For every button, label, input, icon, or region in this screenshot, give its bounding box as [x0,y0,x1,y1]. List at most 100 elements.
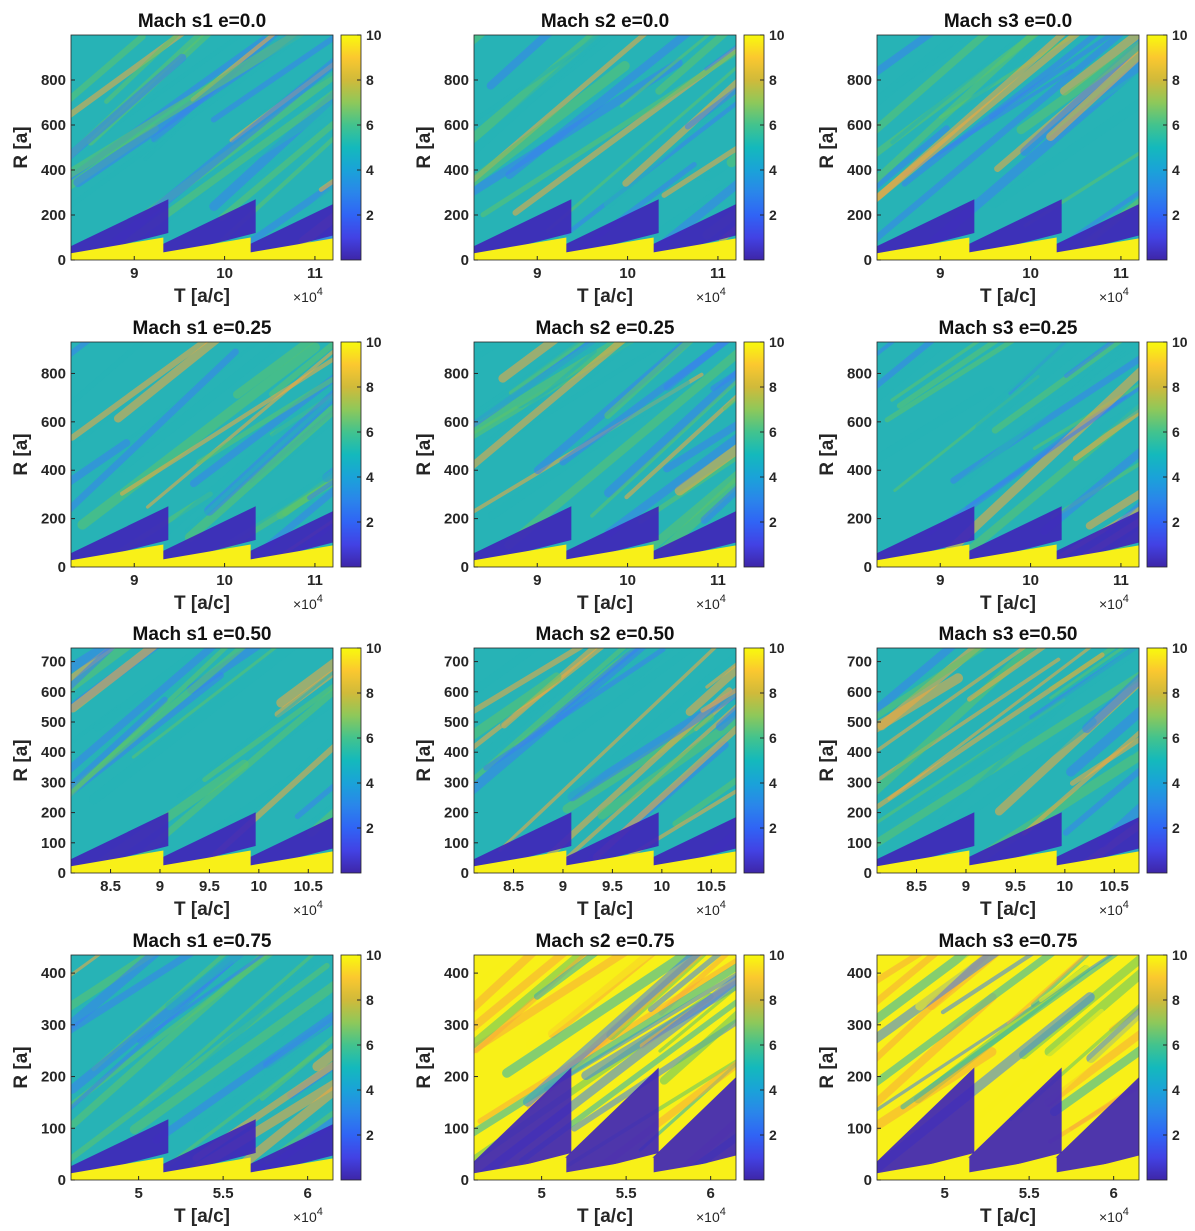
yellow-wedge [205,238,333,260]
streak [884,342,1016,423]
y-tick-label: 600 [444,414,469,431]
axes-frame [876,647,1140,874]
y-tick-label: 400 [444,162,469,179]
dark-band [235,1124,333,1178]
streak [71,53,187,160]
y-tick-label: 0 [864,865,872,882]
y-tick-label: 300 [847,774,872,791]
y-tick-label: 0 [461,559,469,576]
colorbar [340,34,362,261]
streak [877,35,1067,203]
yellow-wedge [877,850,970,873]
colorbar-tick-label: 4 [1172,162,1180,178]
streak [647,955,722,1013]
dark-band [1041,204,1139,258]
y-tick-label: 600 [444,684,469,701]
x-tick-label: 10 [251,878,268,895]
streak [227,1085,333,1178]
y-tick-label: 200 [444,207,469,224]
streak [71,648,247,795]
yellow-wedge [608,851,736,873]
streak [117,343,277,473]
streak [93,648,210,732]
x-tick-label: 6 [303,1185,311,1202]
y-tick-label: 400 [41,162,66,179]
streak [522,955,702,1107]
x-tick-label: 6 [706,1185,714,1202]
streak [622,78,736,187]
streak [674,444,736,496]
x-tick-label: 5.5 [213,1185,234,1202]
streak [900,955,1119,1110]
x-tick-label: 10.5 [1100,878,1129,895]
y-tick-label: 0 [864,1172,872,1189]
x-tick-label: 9.5 [199,878,220,895]
streak [896,342,999,409]
dark-band [551,199,659,258]
streak [604,433,736,538]
streak [624,470,736,567]
x-axis-label: T [a/c] [174,899,230,920]
y-tick-label: 300 [444,1017,469,1034]
y-tick-label: 200 [444,805,469,822]
y-tick-label: 100 [41,835,66,852]
streak [129,980,333,1135]
colorbar-tick-label: 2 [769,207,777,223]
streak [475,342,603,423]
y-tick-label: 600 [444,117,469,134]
y-tick-label: 0 [461,865,469,882]
colorbar-tick-label: 10 [366,947,382,963]
y-tick-label: 100 [444,1120,469,1137]
panel-7: Mach s1 e=0.50 8.5 9 9.5 10 10.5 0 100 200 300 400… [11,624,382,920]
streak [137,955,267,1044]
streak [877,648,1139,837]
streak [267,734,333,803]
streak [289,802,333,840]
streak [877,35,1038,184]
colorbar-tick-label: 6 [769,117,777,133]
y-tick-label: 200 [847,1069,872,1086]
dark-band [71,812,169,871]
streak [1060,35,1139,96]
colorbar-tick-label: 8 [1172,72,1180,88]
dark-band [638,204,736,258]
y-axis-label: R [a] [817,1046,838,1088]
y-tick-label: 0 [58,1172,66,1189]
streak [499,651,736,856]
x-multiplier: ×104 [1099,593,1129,612]
streak [269,342,333,397]
dark-band [474,506,572,565]
streak [518,999,736,1164]
axes-frame [70,341,334,568]
colorbar-tick-label: 2 [769,1127,777,1143]
streak [213,991,333,1088]
streak [627,648,675,686]
colorbar-tick-label: 6 [1172,117,1180,133]
streak [901,35,1100,187]
streak [192,1061,333,1162]
yellow-wedge [608,545,736,567]
y-tick-label: 0 [864,559,872,576]
streak [1020,38,1139,156]
colorbar-tick-label: 2 [1172,207,1180,223]
streak [71,348,239,513]
streak [597,715,736,820]
x-axis-label: T [a/c] [577,593,633,614]
yellow-wedge [118,850,251,873]
dark-band [71,1119,169,1178]
yellow-wedge [205,1158,333,1180]
streak [71,35,305,179]
x-tick-label: 9 [130,572,138,589]
streak [877,35,965,107]
yellow-wedge [71,237,164,260]
colorbar [340,341,362,568]
colorbar-tick-label: 4 [366,775,374,791]
streak [877,648,957,715]
panel-title: Mach s1 e=0.0 [138,11,266,32]
y-tick-label: 200 [41,805,66,822]
y-tick-label: 200 [444,511,469,528]
streak [91,35,244,143]
streak [176,670,333,798]
axes-frame [70,647,334,874]
x-multiplier: ×104 [293,286,323,305]
